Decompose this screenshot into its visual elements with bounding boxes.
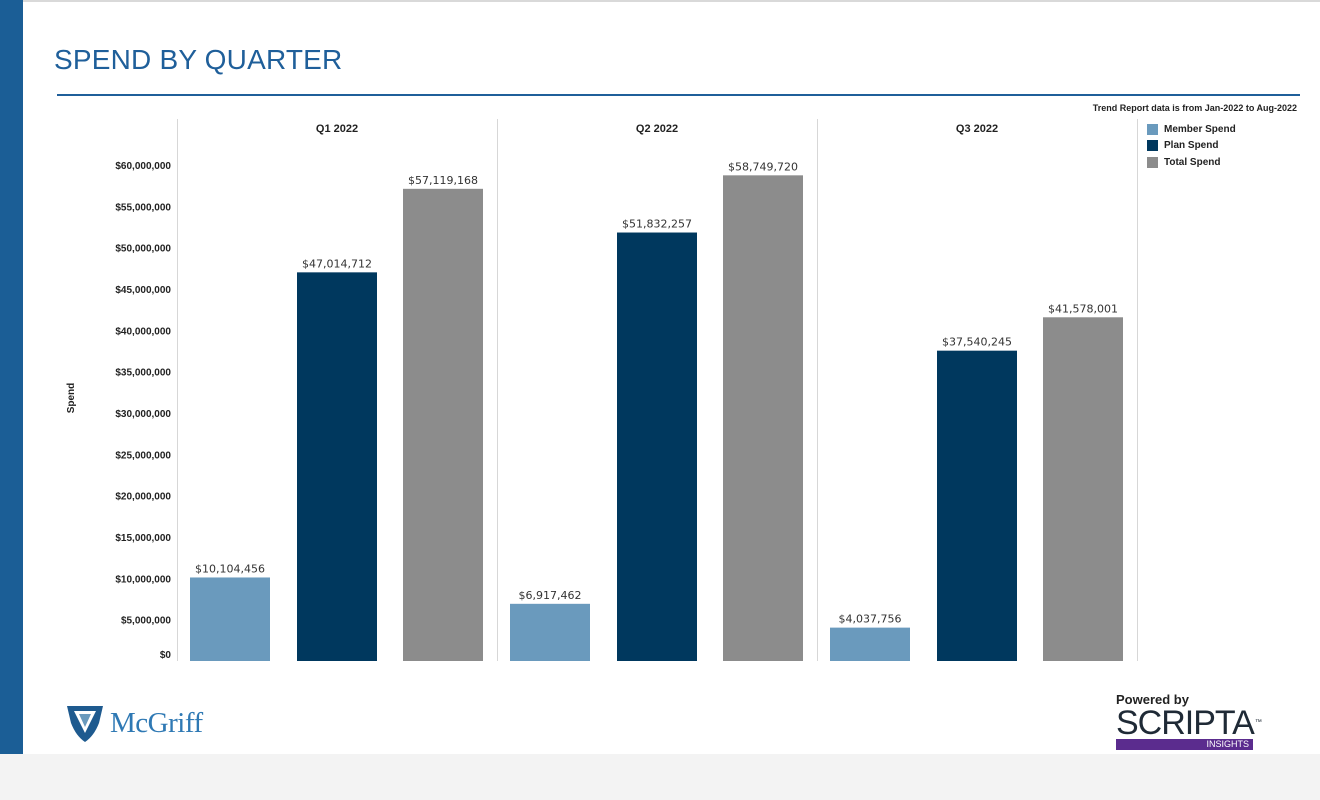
legend-swatch-plan xyxy=(1147,140,1158,152)
bar-plan-spend xyxy=(617,232,697,661)
bar-member-spend xyxy=(510,603,590,661)
legend-swatch-total xyxy=(1147,156,1158,168)
y-tick-label: $15,000,000 xyxy=(115,533,171,544)
title-divider xyxy=(57,94,1300,96)
bar-value-label: $6,917,462 xyxy=(519,589,582,602)
left-accent-bar xyxy=(0,0,23,754)
y-tick-label: $55,000,000 xyxy=(115,202,171,213)
mcgriff-logo: McGriff xyxy=(66,703,203,743)
legend-item-member: Member Spend xyxy=(1147,121,1236,138)
bar-value-label: $47,014,712 xyxy=(302,257,372,270)
y-tick-label: $0 xyxy=(160,650,172,661)
bar-total-spend xyxy=(403,188,483,661)
report-slide: SPEND BY QUARTER Trend Report data is fr… xyxy=(0,0,1320,754)
y-tick-label: $30,000,000 xyxy=(115,409,171,420)
chart-legend: Member Spend Plan Spend Total Spend xyxy=(1147,121,1236,171)
shield-icon xyxy=(67,706,103,742)
bar-value-label: $4,037,756 xyxy=(839,613,902,626)
top-rule xyxy=(0,0,1320,2)
y-axis-title: Spend xyxy=(66,383,77,414)
bar-plan-spend xyxy=(297,272,377,661)
quarter-label: Q1 2022 xyxy=(316,123,358,135)
bar-total-spend xyxy=(1043,317,1123,661)
legend-swatch-member xyxy=(1147,123,1158,135)
y-tick-label: $40,000,000 xyxy=(115,326,171,337)
page-title: SPEND BY QUARTER xyxy=(54,44,343,75)
bar-value-label: $10,104,456 xyxy=(195,562,265,575)
y-tick-label: $5,000,000 xyxy=(121,616,171,627)
bar-total-spend xyxy=(723,175,803,662)
y-tick-label: $60,000,000 xyxy=(115,161,171,172)
y-tick-label: $50,000,000 xyxy=(115,244,171,255)
mcgriff-wordmark: McGriff xyxy=(110,706,203,739)
quarter-label: Q3 2022 xyxy=(956,123,998,135)
scripta-logo: Powered by SCRIPTA™ INSIGHTS xyxy=(1116,692,1262,750)
bar-value-label: $51,832,257 xyxy=(622,218,692,231)
scripta-name: SCRIPTA xyxy=(1116,704,1255,742)
spend-bar-chart: Spend $0 $5,000,000 $10,000,000 $15,000,000 $… xyxy=(66,119,1138,662)
y-tick-label: $10,000,000 xyxy=(115,574,171,585)
bar-value-label: $57,119,168 xyxy=(408,174,478,187)
legend-label-member: Member Spend xyxy=(1164,123,1236,135)
bar-value-label: $41,578,001 xyxy=(1048,302,1118,315)
trademark-mark: ™ xyxy=(1254,719,1262,726)
legend-label-total: Total Spend xyxy=(1164,156,1221,168)
y-tick-label: $35,000,000 xyxy=(115,368,171,379)
y-tick-label: $45,000,000 xyxy=(115,285,171,296)
legend-label-plan: Plan Spend xyxy=(1164,140,1219,152)
legend-item-plan: Plan Spend xyxy=(1147,138,1236,155)
y-tick-label: $20,000,000 xyxy=(115,492,171,503)
bar-member-spend xyxy=(190,577,270,661)
quarter-label: Q2 2022 xyxy=(636,123,678,135)
scripta-wordmark: SCRIPTA™ xyxy=(1116,704,1262,742)
date-range-note: Trend Report data is from Jan-2022 to Au… xyxy=(1092,103,1297,113)
bar-plan-spend xyxy=(937,350,1017,661)
insights-bar: INSIGHTS xyxy=(1116,739,1253,750)
bar-value-label: $58,749,720 xyxy=(728,160,798,173)
bar-member-spend xyxy=(830,627,910,661)
y-tick-label: $25,000,000 xyxy=(115,450,171,461)
bar-value-label: $37,540,245 xyxy=(942,336,1012,349)
legend-item-total: Total Spend xyxy=(1147,154,1236,171)
powered-by-text: Powered by xyxy=(1116,692,1189,707)
